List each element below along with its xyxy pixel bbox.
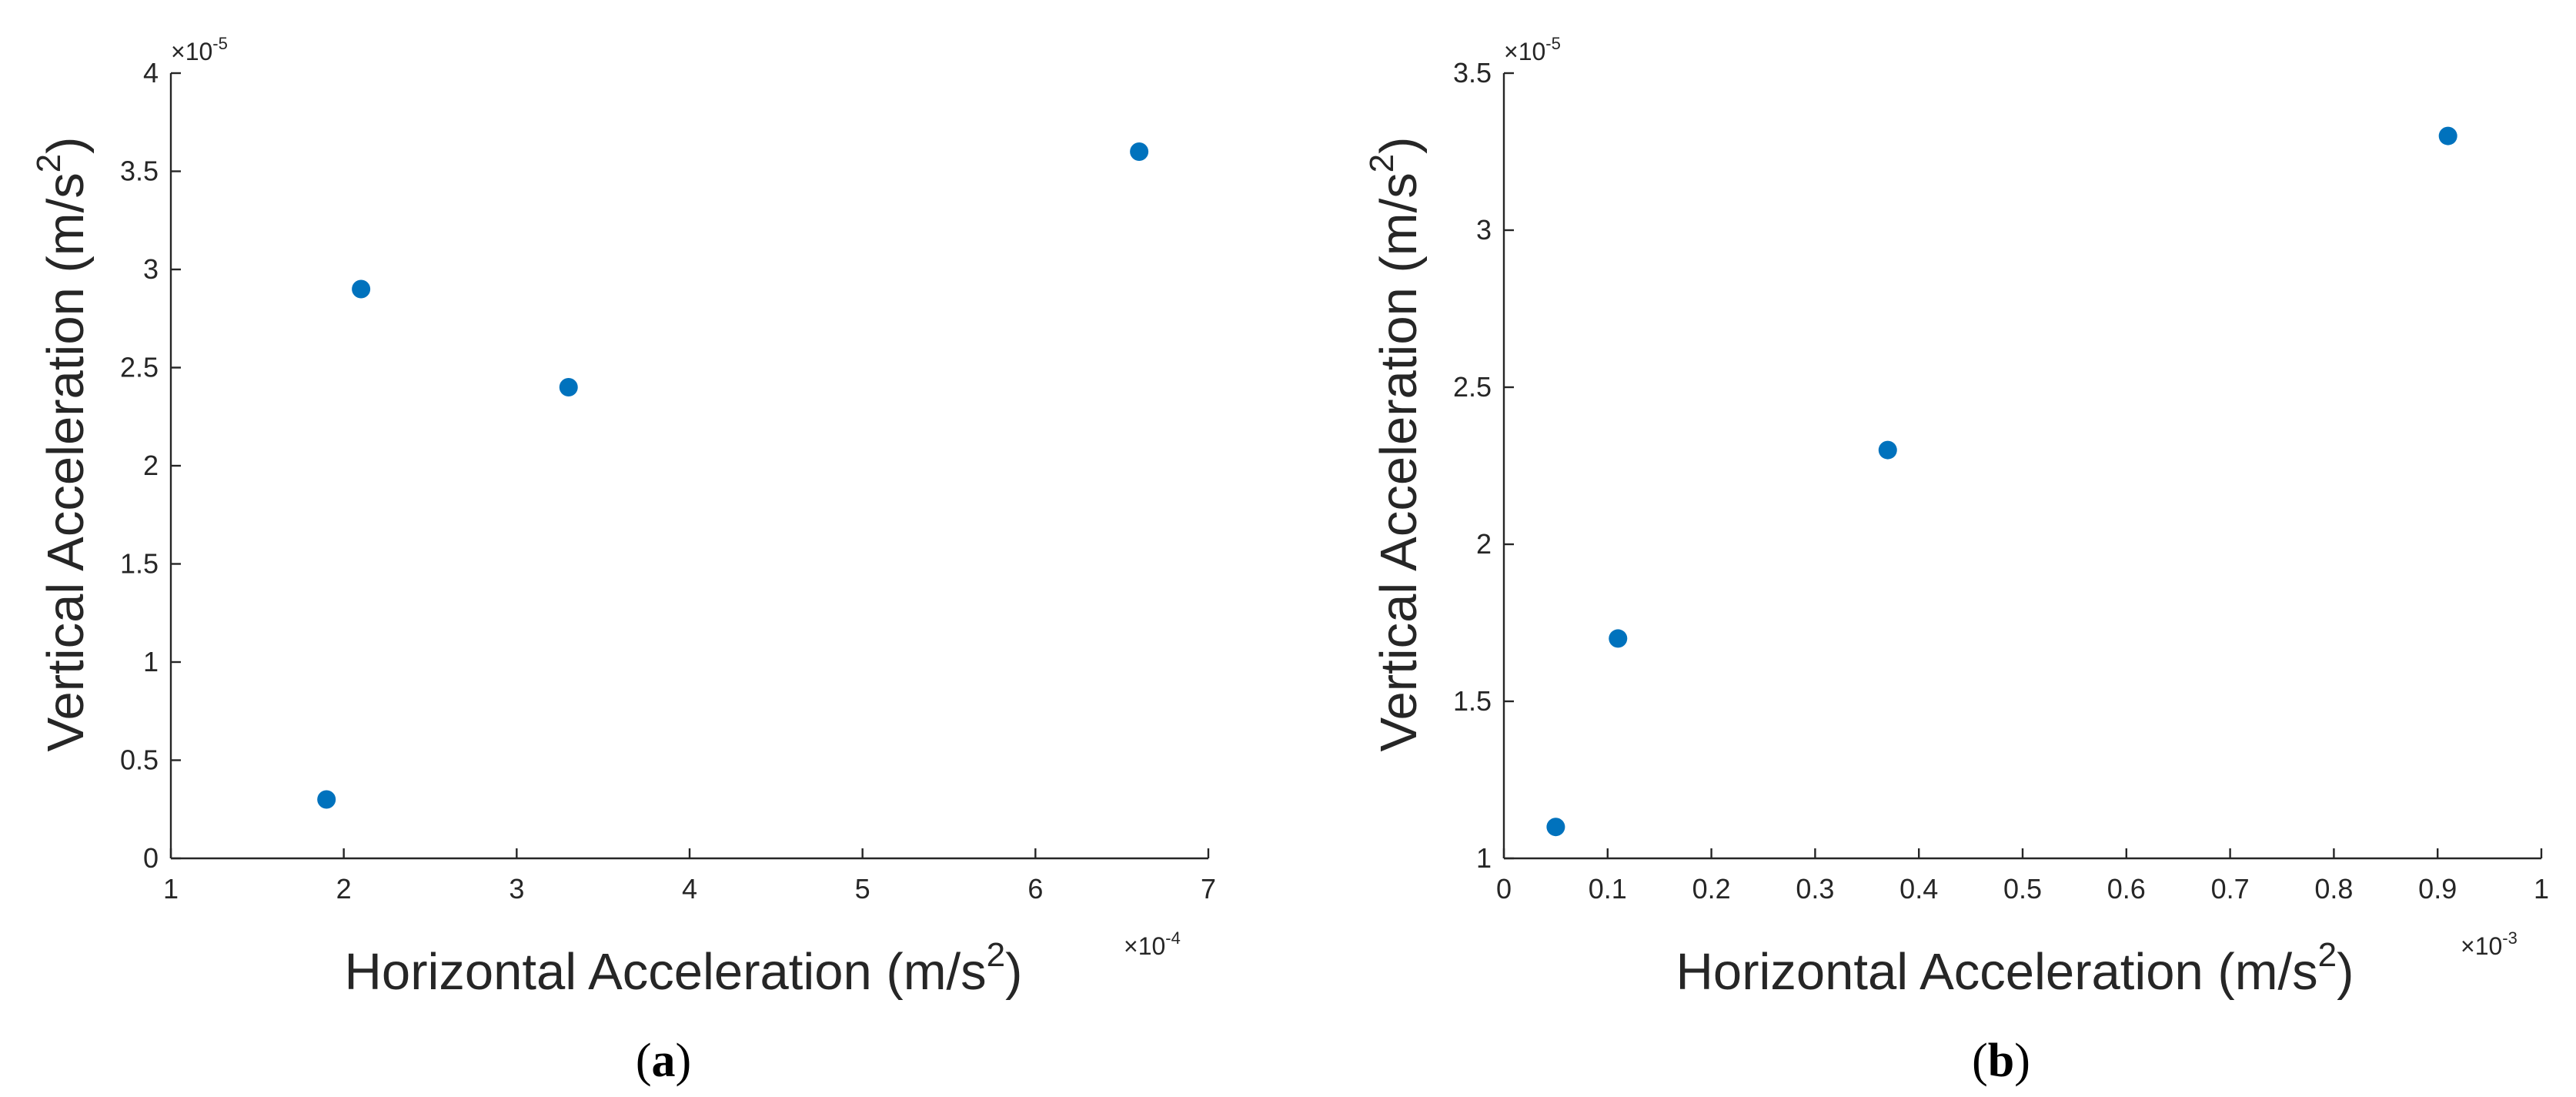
chart-b-x-tick-label: 0.2 <box>1692 873 1731 905</box>
chart-a-y-tick-label: 3 <box>143 253 159 285</box>
chart-b-x-ticks: 0 0.1 0.2 0.3 0.4 0.5 0.6 0.7 0.8 0.9 1 <box>1496 848 2549 905</box>
chart-b-x-tick-label: 0 <box>1496 873 1512 905</box>
chart-b-x-tick-label: 0.5 <box>2003 873 2042 905</box>
chart-b-x-tick-label: 1 <box>2534 873 2549 905</box>
chart-b-x-label: Horizontal Acceleration (m/s2) <box>1676 936 2354 1001</box>
chart-a-x-tick-label: 7 <box>1201 873 1216 905</box>
chart-b-y-tick-label: 3.5 <box>1453 57 1492 89</box>
chart-b-x-tick-label: 0.4 <box>1899 873 1938 905</box>
chart-a-point <box>317 790 336 809</box>
chart-a-y-tick-label: 0 <box>143 842 159 874</box>
chart-b-points <box>1546 126 2457 837</box>
chart-b-x-multiplier: ×10-3 <box>2461 928 2518 960</box>
chart-b-y-tick-label: 2.5 <box>1453 371 1492 403</box>
chart-a-points <box>317 142 1149 809</box>
chart-a-y-multiplier: ×10-5 <box>171 34 228 65</box>
chart-b-point <box>1609 629 1628 648</box>
chart-a-point <box>352 279 371 299</box>
chart-b-y-label: Vertical Acceleration (m/s2) <box>1363 137 1428 752</box>
chart-b-axes <box>1502 73 2541 860</box>
chart-a-x-tick-label: 4 <box>682 873 697 905</box>
chart-a: 1 2 3 4 5 6 7 0 0.5 1 1.5 2 2.5 3 3.5 4 ×10-5 ×10-4 Ho… <box>30 34 1216 1087</box>
chart-a-panel-label: (a) <box>636 1035 691 1087</box>
chart-b-point <box>1878 440 1897 460</box>
chart-a-y-tick-label: 2.5 <box>120 352 159 383</box>
chart-a-x-tick-label: 2 <box>336 873 352 905</box>
chart-a-y-tick-label: 1 <box>143 646 159 677</box>
chart-b-x-tick-label: 0.3 <box>1796 873 1834 905</box>
chart-a-y-ticks: 0 0.5 1 1.5 2 2.5 3 3.5 4 <box>120 57 181 874</box>
chart-a-axes <box>169 73 1208 860</box>
chart-a-y-tick-label: 1.5 <box>120 548 159 580</box>
chart-b-y-multiplier: ×10-5 <box>1504 34 1561 65</box>
chart-b-x-tick-label: 0.1 <box>1589 873 1627 905</box>
chart-a-y-tick-label: 2 <box>143 450 159 481</box>
chart-b-x-tick-label: 0.9 <box>2418 873 2457 905</box>
chart-b-x-tick-label: 0.8 <box>2314 873 2353 905</box>
chart-b-y-tick-label: 1.5 <box>1453 685 1492 717</box>
chart-b-point <box>2438 126 2457 145</box>
chart-b-x-tick-label: 0.7 <box>2211 873 2250 905</box>
chart-b-panel-label: (b) <box>1972 1035 2030 1087</box>
chart-b-y-ticks: 1 1.5 2 2.5 3 3.5 <box>1453 57 1514 874</box>
chart-a-y-tick-label: 0.5 <box>120 744 159 776</box>
chart-a-x-multiplier: ×10-4 <box>1124 928 1181 960</box>
chart-a-y-label: Vertical Acceleration (m/s2) <box>30 137 95 752</box>
chart-b-y-tick-label: 3 <box>1476 214 1492 246</box>
chart-a-x-ticks: 1 2 3 4 5 6 7 <box>163 848 1216 905</box>
chart-a-x-label: Horizontal Acceleration (m/s2) <box>345 936 1023 1001</box>
chart-a-point <box>559 378 578 396</box>
chart-a-x-tick-label: 3 <box>509 873 524 905</box>
chart-a-x-tick-label: 1 <box>163 873 179 905</box>
chart-a-y-tick-label: 3.5 <box>120 156 159 187</box>
chart-a-x-tick-label: 6 <box>1027 873 1043 905</box>
chart-b-y-tick-label: 2 <box>1476 528 1492 560</box>
chart-a-point <box>1130 142 1149 161</box>
chart-b-x-tick-label: 0.6 <box>2107 873 2146 905</box>
chart-b-point <box>1546 818 1565 837</box>
chart-b-y-tick-label: 1 <box>1476 842 1492 874</box>
chart-a-y-tick-label: 4 <box>143 57 159 89</box>
chart-a-x-tick-label: 5 <box>855 873 870 905</box>
chart-b: 0 0.1 0.2 0.3 0.4 0.5 0.6 0.7 0.8 0.9 1 1 1.5 2 2.5 3 3… <box>1363 34 2549 1087</box>
